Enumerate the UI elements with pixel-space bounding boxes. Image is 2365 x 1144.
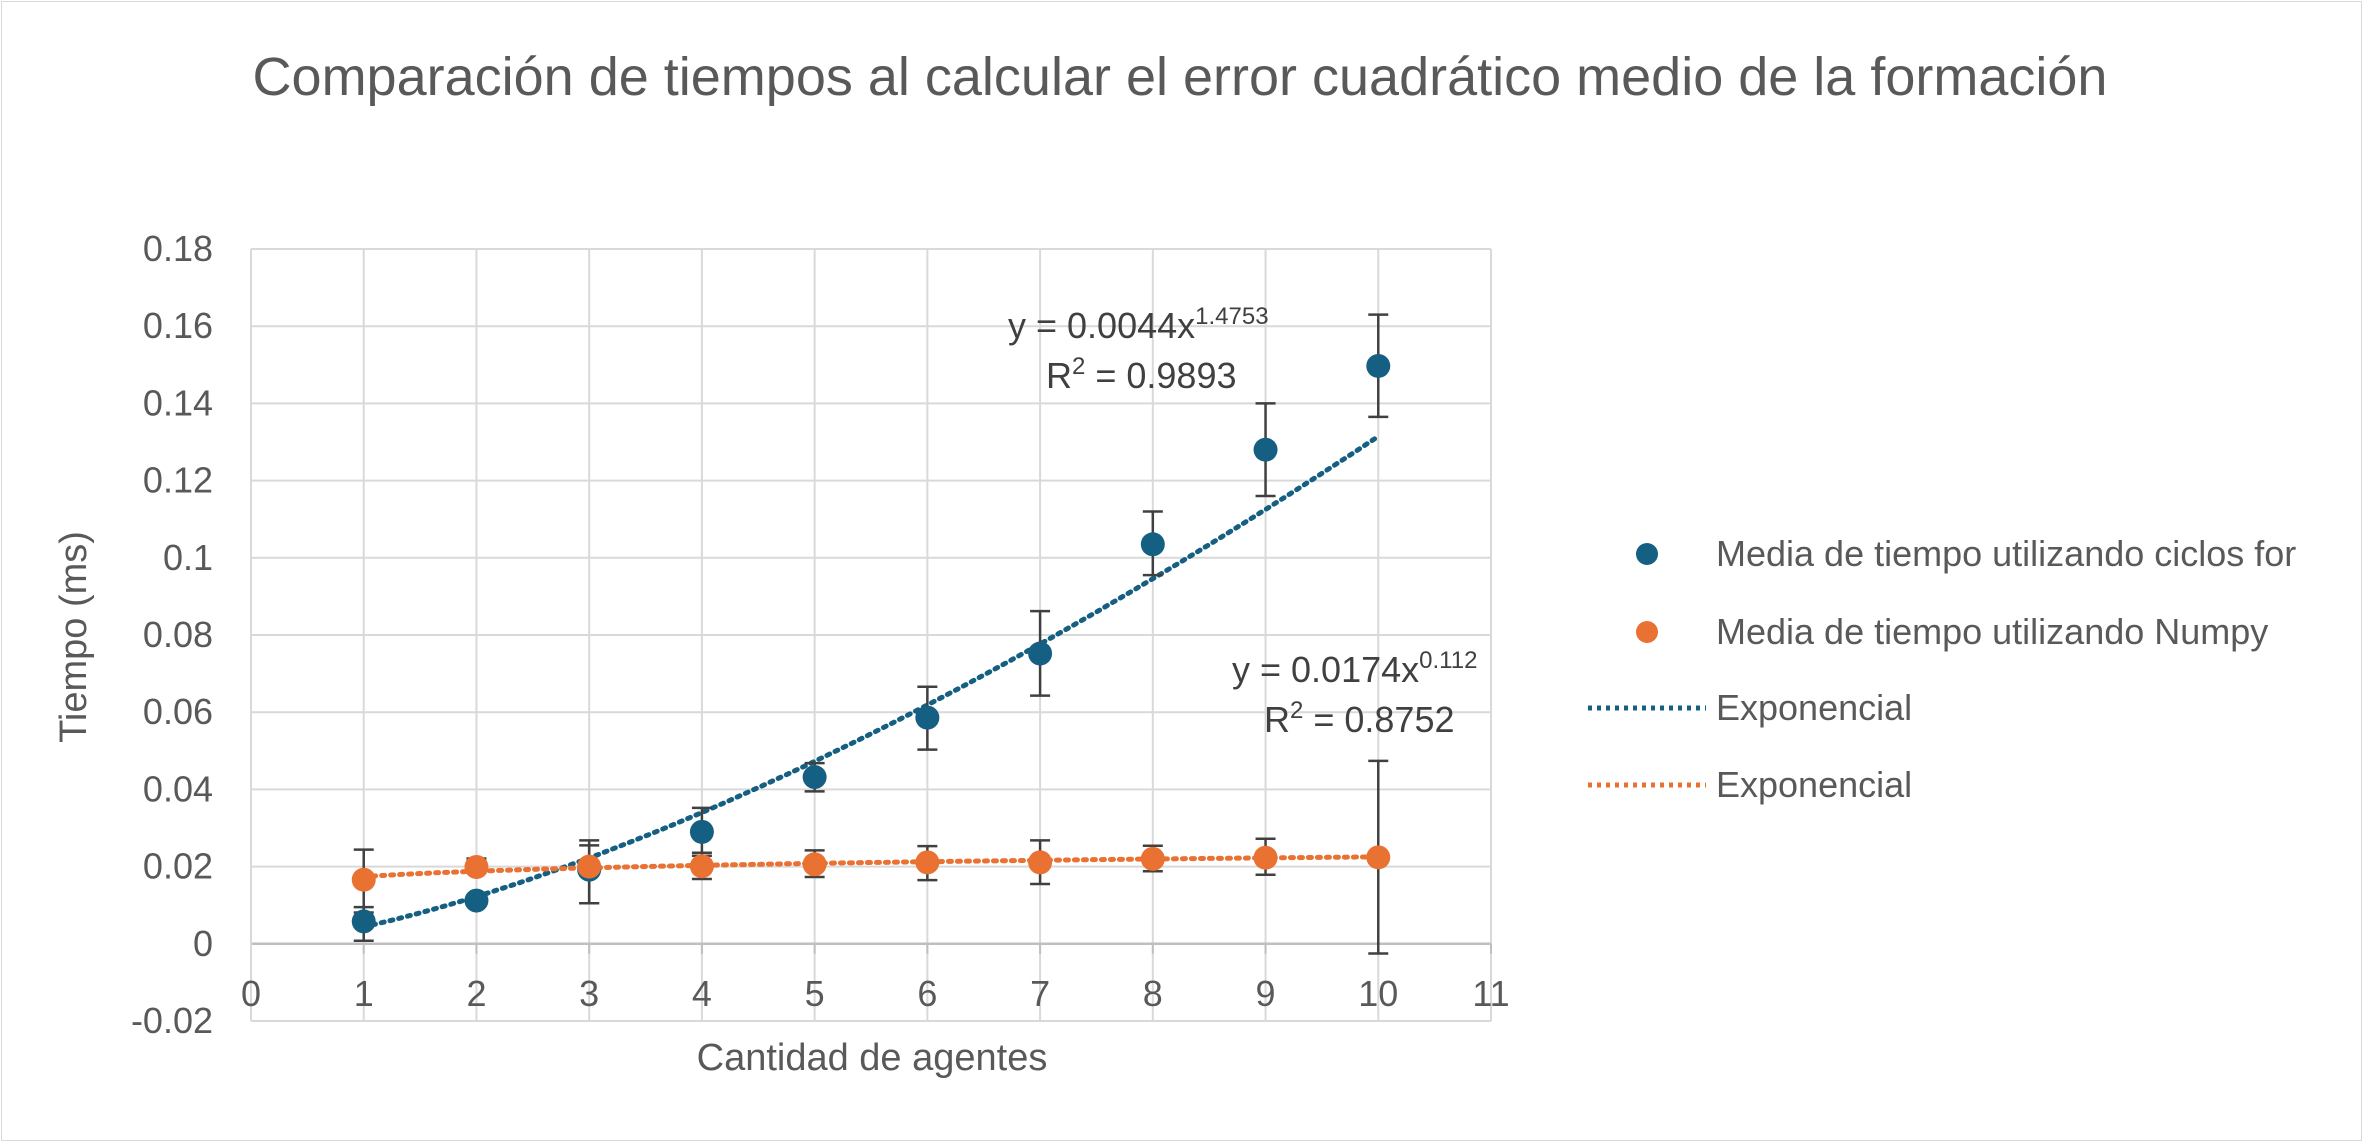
x-tick-label: 9 [1256, 973, 1276, 1014]
x-tick-label: 1 [354, 973, 374, 1014]
y-tick-label: 0.04 [143, 768, 213, 809]
x-axis-title: Cantidad de agentes [697, 1037, 1048, 1079]
y-axis-title: Tiempo (ms) [53, 531, 95, 743]
x-tick-label: 2 [466, 973, 486, 1014]
data-point-numpy [1366, 845, 1391, 870]
trendline-r2-numpy: R2 = 0.8752 [1264, 697, 1455, 740]
data-point-numpy [1028, 850, 1053, 875]
legend-marker-for [1636, 543, 1658, 565]
y-tick-label: 0.14 [143, 382, 213, 423]
trendline-equation-for-text: y = 0.0044x [1008, 305, 1195, 346]
x-tick-label: 11 [1472, 973, 1509, 1014]
y-tick-label: 0.18 [143, 228, 213, 269]
legend-label-numpy: Media de tiempo utilizando Numpy [1716, 611, 2268, 652]
legend-item-numpy: Media de tiempo utilizando Numpy [1636, 611, 2268, 652]
x-tick-label: 10 [1358, 973, 1398, 1014]
data-point-numpy [802, 852, 827, 877]
data-point-for [915, 705, 940, 730]
data-point-numpy [1253, 845, 1278, 870]
data-point-for [351, 909, 376, 934]
data-point-for [464, 888, 489, 913]
legend-label-trend-for: Exponencial [1716, 687, 1912, 728]
data-point-for [1028, 641, 1053, 666]
tick-labels: -0.02 0 0.02 0.04 0.06 0.08 0.1 0.12 0.14 0.16 0.1… [131, 228, 1510, 1041]
trendline-equation-numpy: y = 0.0174x0.112 [1232, 647, 1477, 690]
data-point-for [1253, 437, 1278, 462]
data-point-numpy [464, 854, 489, 879]
data-point-numpy [915, 850, 940, 875]
legend-label-for: Media de tiempo utilizando ciclos for [1716, 533, 2296, 574]
trendlines [361, 433, 1381, 930]
y-tick-label: 0.12 [143, 460, 213, 501]
x-tick-label: 5 [805, 973, 825, 1014]
data-point-for [1366, 353, 1391, 378]
legend-item-trend-for: Exponencial [1588, 687, 1912, 728]
chart-title: Comparación de tiempos al calcular el er… [252, 47, 2108, 107]
legend-item-trend-numpy: Exponencial [1588, 764, 1912, 805]
data-point-numpy [689, 854, 714, 879]
x-tick-label: 0 [241, 973, 261, 1014]
y-tick-label: 0.1 [163, 537, 213, 578]
trendline-for [361, 433, 1381, 930]
legend-item-for: Media de tiempo utilizando ciclos for [1636, 533, 2296, 574]
trendline-equation-for: y = 0.0044x1.4753 [1008, 303, 1269, 346]
data-points [351, 353, 1391, 934]
x-tick-label: 6 [917, 973, 937, 1014]
trendline-equation-numpy-text: y = 0.0174x [1232, 649, 1419, 690]
data-point-numpy [1140, 846, 1165, 871]
y-tick-label: -0.02 [131, 1000, 213, 1041]
legend-marker-numpy [1636, 621, 1658, 643]
data-point-for [802, 765, 827, 790]
data-point-for [1140, 532, 1165, 557]
trendline-equation-numpy-exponent: 0.112 [1419, 647, 1477, 674]
trendline-numpy [361, 854, 1381, 880]
y-tick-label: 0.02 [143, 846, 213, 887]
trendline-r2-for: R2 = 0.9893 [1046, 353, 1237, 396]
x-tick-label: 8 [1143, 973, 1163, 1014]
legend-label-trend-numpy: Exponencial [1716, 764, 1912, 805]
data-point-for [689, 819, 714, 844]
x-tick-label: 3 [579, 973, 599, 1014]
y-tick-label: 0.06 [143, 691, 213, 732]
y-tick-label: 0.16 [143, 305, 213, 346]
data-point-numpy [577, 854, 602, 879]
gridlines [250, 248, 1492, 1022]
x-tick-label: 7 [1030, 973, 1050, 1014]
y-tick-label: 0.08 [143, 614, 213, 655]
data-point-numpy [351, 867, 376, 892]
trendline-equation-for-exponent: 1.4753 [1195, 303, 1268, 330]
y-tick-label: 0 [193, 923, 213, 964]
x-tick-label: 4 [692, 973, 712, 1014]
legend: Media de tiempo utilizando ciclos for Me… [1588, 533, 2296, 805]
